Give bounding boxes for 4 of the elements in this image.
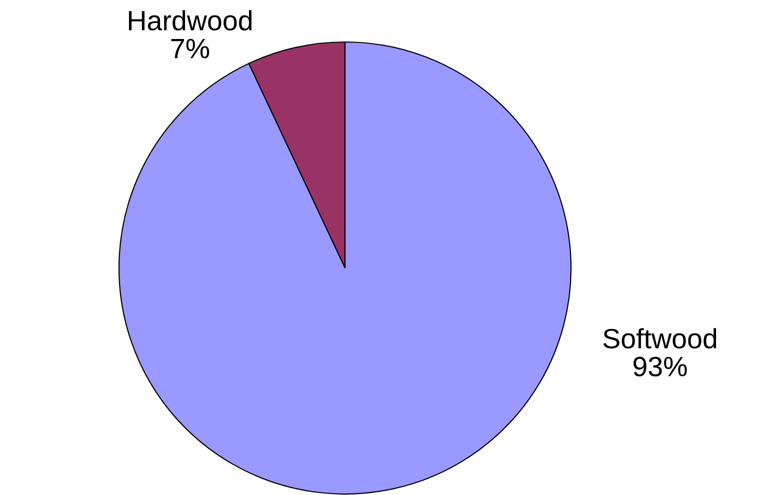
data-label: 7% — [171, 38, 210, 58]
slice-label: Hardwood — [128, 10, 252, 31]
data-label: 93% — [634, 356, 687, 376]
slice-label: Softwood — [603, 328, 716, 349]
